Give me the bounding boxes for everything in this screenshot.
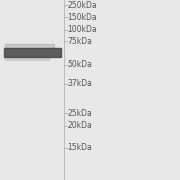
Text: 75kDa: 75kDa <box>68 37 92 46</box>
Text: 37kDa: 37kDa <box>68 79 92 88</box>
Text: 100kDa: 100kDa <box>68 25 97 34</box>
Text: 15kDa: 15kDa <box>68 143 92 152</box>
Bar <box>5 57 49 60</box>
Text: 150kDa: 150kDa <box>68 13 97 22</box>
Bar <box>5 44 54 48</box>
Text: 50kDa: 50kDa <box>68 60 92 69</box>
Text: 25kDa: 25kDa <box>68 109 92 118</box>
Text: 250kDa: 250kDa <box>68 1 97 10</box>
Bar <box>4 48 61 57</box>
Text: 20kDa: 20kDa <box>68 122 92 130</box>
